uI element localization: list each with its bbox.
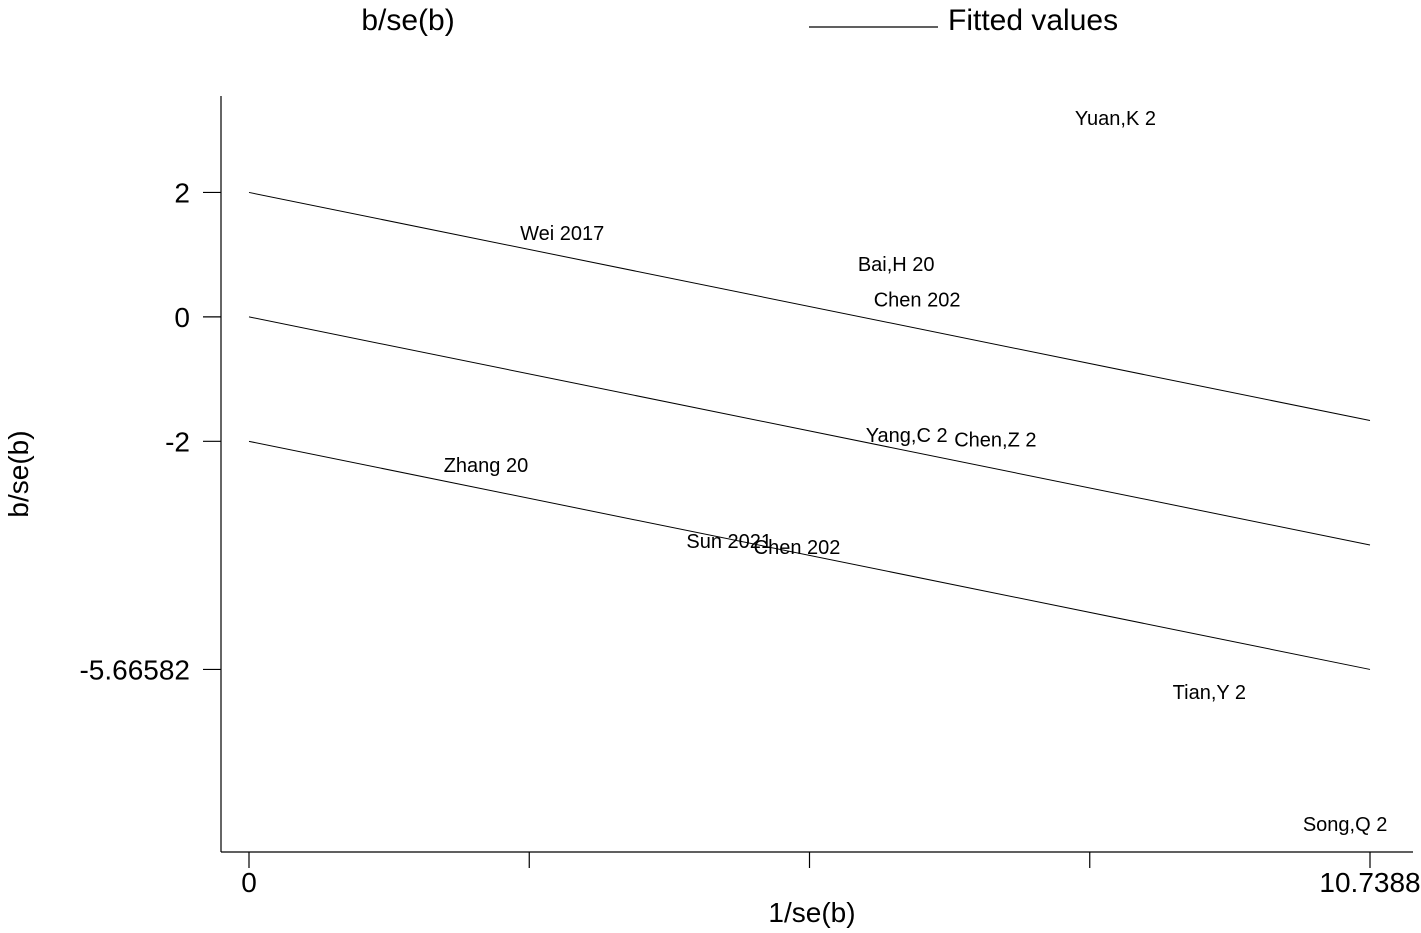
data-point-label: Chen,Z 2 — [954, 429, 1036, 451]
fitted-lines — [248, 191, 1371, 670]
data-point-label: Chen 202 — [874, 289, 961, 311]
x-tick-label: 0 — [241, 867, 257, 898]
data-point-label: Song,Q 2 — [1303, 814, 1388, 836]
x-tick-label: 10.7388 — [1319, 867, 1420, 898]
legend: b/se(b) Fitted values — [361, 4, 1118, 37]
data-point-label: Yuan,K 2 — [1075, 108, 1156, 130]
y-axis-title: b/se(b) — [3, 430, 34, 517]
axes — [220, 96, 1413, 853]
y-tick-label: -2 — [165, 426, 190, 457]
legend-entry-fitted-values: Fitted values — [948, 4, 1118, 37]
y-tick-label: 2 — [174, 177, 190, 208]
data-point-label: Zhang 20 — [444, 455, 529, 477]
data-point-label: Tian,Y 2 — [1173, 682, 1246, 704]
data-point-label: Sun 2021 — [686, 531, 772, 553]
y-ticks: 2 0 -2 -5.66582 — [79, 177, 221, 685]
legend-entry-bse: b/se(b) — [361, 4, 454, 37]
confidence-bound-line — [248, 440, 1371, 670]
point-labels: Yuan,K 2 Wei 2017 Bai,H 20 Chen 202 Yang,C 2… — [444, 108, 1388, 836]
x-ticks: 0 10.7388 — [241, 852, 1421, 898]
data-point-label: Wei 2017 — [520, 223, 604, 245]
data-point-label: Bai,H 20 — [858, 254, 935, 276]
data-point-label: Chen 202 — [754, 537, 841, 559]
fitted-values-line — [248, 316, 1371, 546]
y-tick-label: 0 — [174, 302, 190, 333]
data-point-label: Yang,C 2 — [866, 425, 948, 447]
y-tick-label: -5.66582 — [79, 654, 190, 685]
x-axis-title: 1/se(b) — [768, 897, 855, 928]
confidence-bound-line — [248, 191, 1371, 422]
